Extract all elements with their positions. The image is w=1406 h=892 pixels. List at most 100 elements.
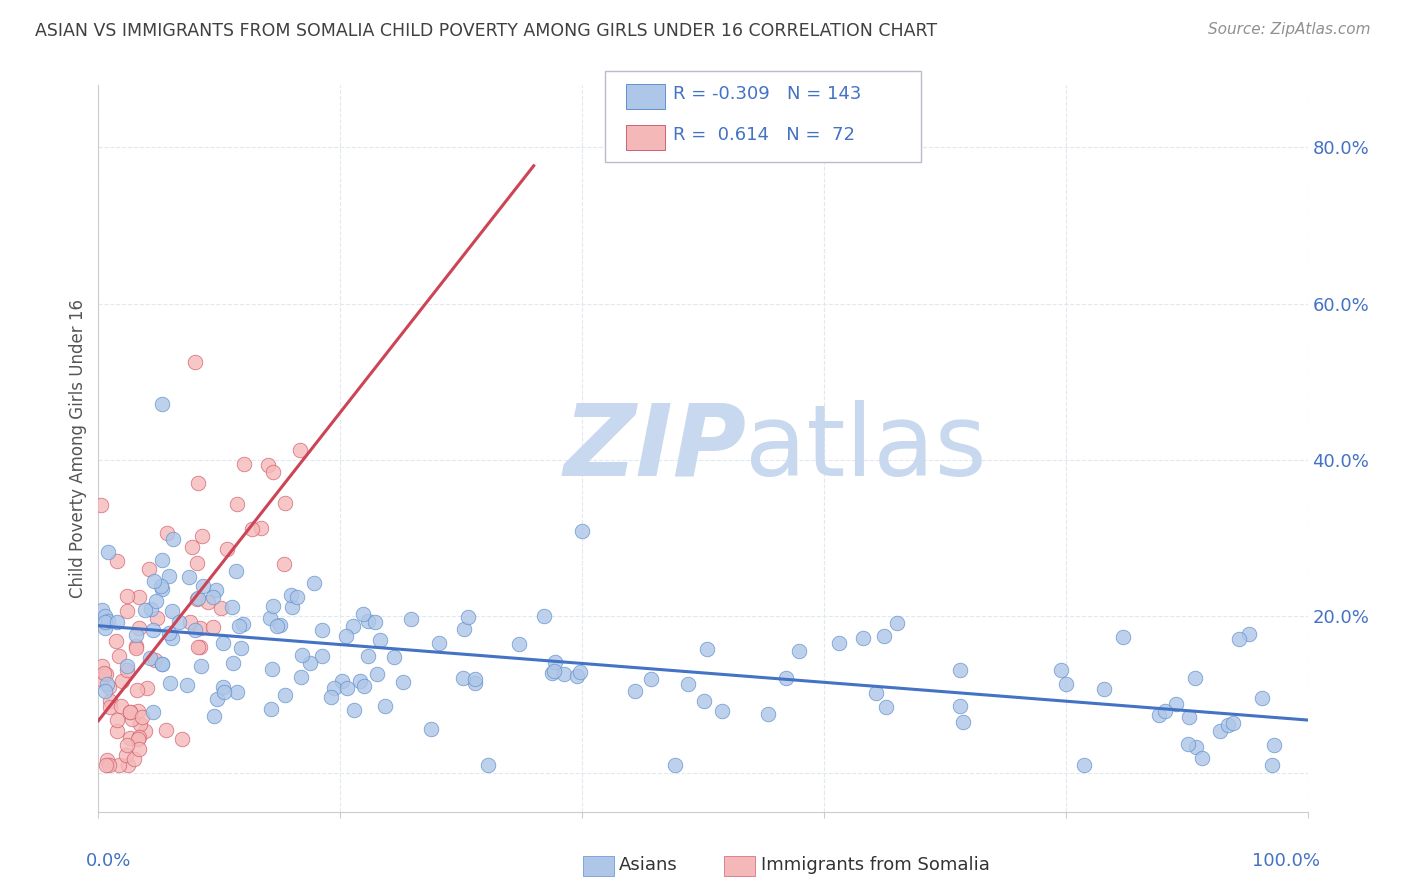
Point	[160, 632, 183, 646]
Point	[290, 442, 312, 457]
Point	[257, 458, 280, 472]
Point	[150, 657, 173, 671]
Point	[115, 658, 138, 673]
Point	[205, 582, 228, 597]
Point	[98, 757, 121, 772]
Point	[357, 648, 380, 663]
Point	[93, 608, 115, 623]
Point	[117, 757, 139, 772]
Point	[136, 681, 159, 696]
Point	[197, 595, 219, 609]
Point	[1191, 750, 1213, 764]
Point	[1073, 757, 1095, 772]
Point	[118, 705, 141, 719]
Point	[353, 679, 375, 693]
Text: Source: ZipAtlas.com: Source: ZipAtlas.com	[1208, 22, 1371, 37]
Point	[141, 602, 163, 616]
Point	[352, 607, 374, 621]
Point	[949, 663, 972, 677]
Point	[451, 671, 474, 685]
Point	[157, 626, 180, 640]
Point	[145, 593, 167, 607]
Point	[368, 633, 391, 648]
Point	[232, 457, 254, 471]
Point	[274, 496, 297, 510]
Point	[453, 622, 475, 636]
Point	[120, 731, 142, 745]
Point	[134, 723, 156, 738]
Point	[330, 673, 353, 688]
Point	[97, 614, 120, 628]
Point	[186, 556, 208, 570]
Point	[533, 609, 555, 624]
Point	[202, 709, 225, 723]
Point	[98, 699, 121, 714]
Point	[111, 674, 134, 689]
Point	[299, 656, 322, 670]
Point	[364, 615, 387, 630]
Point	[1184, 671, 1206, 685]
Point	[139, 651, 162, 665]
Point	[696, 641, 718, 656]
Text: atlas: atlas	[745, 400, 987, 497]
Point	[184, 355, 207, 369]
Point	[191, 579, 214, 593]
Point	[187, 640, 209, 654]
Text: Asians: Asians	[619, 856, 678, 874]
Point	[205, 691, 228, 706]
Point	[91, 603, 114, 617]
Point	[201, 590, 224, 604]
Point	[335, 629, 357, 643]
Point	[142, 574, 165, 588]
Point	[128, 730, 150, 744]
Point	[228, 619, 250, 633]
Point	[357, 614, 380, 628]
Point	[225, 565, 247, 579]
Point	[100, 694, 122, 708]
Point	[150, 397, 173, 411]
Text: R =  0.614   N =  72: R = 0.614 N = 72	[673, 127, 855, 145]
Point	[176, 677, 198, 691]
Point	[167, 615, 190, 630]
Point	[128, 621, 150, 635]
Point	[565, 669, 588, 683]
Point	[145, 610, 167, 624]
Point	[311, 623, 333, 637]
Point	[553, 667, 575, 681]
Point	[640, 673, 662, 687]
Point	[464, 672, 486, 686]
Point	[96, 753, 118, 767]
Point	[865, 686, 887, 700]
Point	[1166, 697, 1188, 711]
Point	[1222, 715, 1244, 730]
Point	[97, 545, 120, 559]
Point	[571, 524, 593, 538]
Point	[93, 621, 115, 635]
Point	[155, 723, 177, 737]
Point	[128, 741, 150, 756]
Point	[336, 681, 359, 696]
Point	[886, 616, 908, 631]
Point	[343, 703, 366, 717]
Point	[1092, 681, 1115, 696]
Point	[214, 685, 236, 699]
Point	[250, 521, 273, 535]
Point	[366, 666, 388, 681]
Point	[1154, 705, 1177, 719]
Point	[262, 465, 284, 479]
Point	[1263, 738, 1285, 752]
Point	[374, 699, 396, 714]
Point	[94, 615, 117, 629]
Point	[259, 702, 281, 716]
Point	[226, 497, 249, 511]
Point	[121, 712, 143, 726]
Point	[187, 591, 209, 605]
Point	[789, 643, 811, 657]
Point	[1147, 707, 1170, 722]
Point	[664, 757, 686, 772]
Point	[105, 634, 128, 648]
Point	[319, 690, 342, 705]
Point	[156, 526, 179, 541]
Point	[110, 699, 132, 714]
Point	[183, 623, 205, 637]
